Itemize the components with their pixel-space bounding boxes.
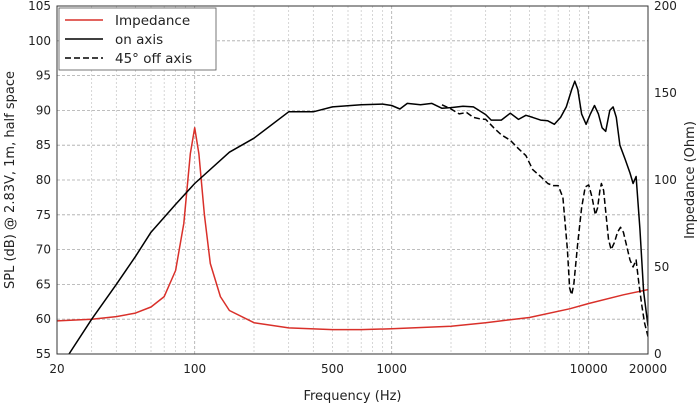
y-tick-label: 70 bbox=[36, 243, 51, 257]
y-tick-label: 95 bbox=[36, 69, 51, 83]
x-tick-label: 20 bbox=[49, 362, 64, 376]
y2-tick-label: 0 bbox=[654, 347, 662, 361]
series-line-impedance bbox=[57, 127, 648, 331]
x-axis-title: Frequency (Hz) bbox=[303, 389, 401, 404]
y-tick-label: 85 bbox=[36, 138, 51, 152]
y-tick-label: 80 bbox=[36, 173, 51, 187]
series-line-45-off-axis bbox=[441, 104, 648, 337]
y-tick-label: 90 bbox=[36, 103, 51, 117]
tick-labels: 20 100 500 1000 10000 20000556065707580859095… bbox=[28, 0, 677, 376]
y-tick-label: 105 bbox=[28, 0, 51, 13]
x-tick-label: 500 bbox=[321, 362, 344, 376]
y2-tick-label: 100 bbox=[654, 173, 677, 187]
x-tick-label: 10000 bbox=[570, 362, 608, 376]
legend-label-impedance: Impedance bbox=[115, 13, 190, 29]
x-tick-label: 20000 bbox=[629, 362, 667, 376]
y2-tick-label: 50 bbox=[654, 260, 669, 274]
y-tick-label: 75 bbox=[36, 208, 51, 222]
y2-tick-label: 150 bbox=[654, 86, 677, 100]
y2-tick-label: 200 bbox=[654, 0, 677, 13]
x-tick-label: 1000 bbox=[376, 362, 407, 376]
series-line-on-axis bbox=[68, 80, 648, 354]
y-tick-label: 55 bbox=[36, 347, 51, 361]
y2-axis-title: Impedance (Ohm) bbox=[683, 121, 698, 239]
series-layer bbox=[57, 80, 648, 354]
y-tick-label: 65 bbox=[36, 277, 51, 291]
plot-frame bbox=[56, 5, 649, 355]
legend: Impedance on axis 45° off axis bbox=[58, 7, 217, 71]
legend-label-on-axis: on axis bbox=[115, 32, 163, 48]
x-tick-label: 100 bbox=[183, 362, 206, 376]
legend-label-off-axis: 45° off axis bbox=[115, 51, 192, 67]
y-tick-label: 100 bbox=[28, 34, 51, 48]
y-axis-title: SPL (dB) @ 2.83V, 1m, half space bbox=[3, 71, 18, 289]
y-tick-label: 60 bbox=[36, 312, 51, 326]
